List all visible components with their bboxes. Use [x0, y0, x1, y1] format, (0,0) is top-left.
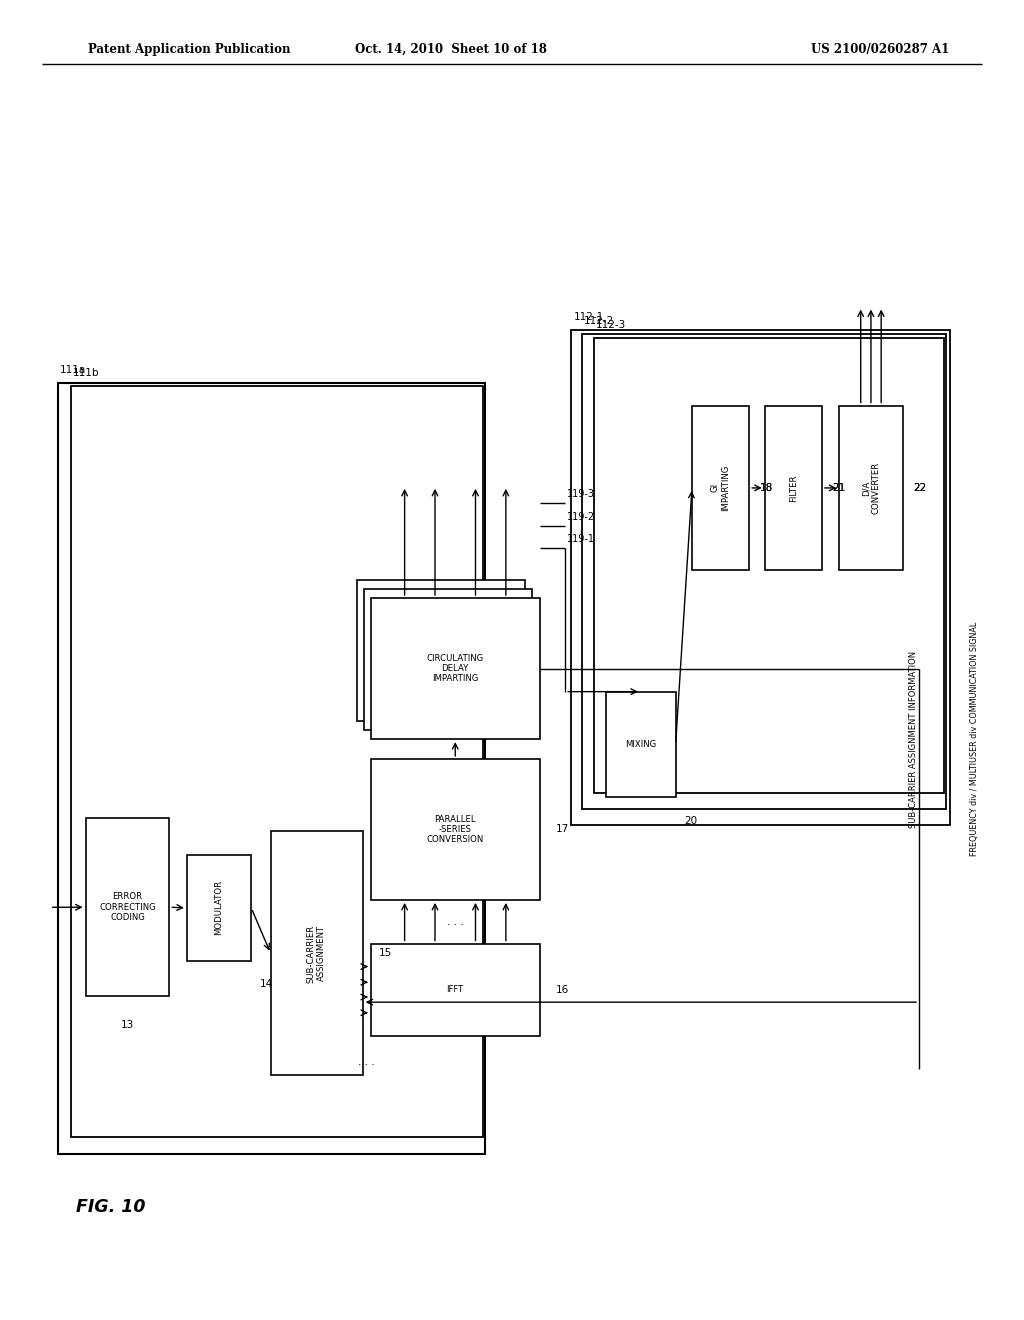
Text: D/A
CONVERTER: D/A CONVERTER	[861, 462, 881, 513]
Bar	[186, 855, 251, 961]
Bar	[606, 692, 676, 797]
Text: MIXING: MIXING	[626, 741, 656, 748]
Bar	[371, 944, 540, 1036]
Text: 17: 17	[556, 825, 569, 834]
Text: 22: 22	[912, 483, 926, 492]
Bar	[356, 579, 525, 721]
Text: 112-3: 112-3	[596, 321, 626, 330]
Text: Patent Application Publication: Patent Application Publication	[88, 44, 290, 55]
Bar	[840, 405, 902, 570]
Text: 112-1: 112-1	[573, 313, 603, 322]
Text: US 2100/0260287 A1: US 2100/0260287 A1	[811, 44, 949, 55]
Text: GI
IMPARTING: GI IMPARTING	[711, 465, 730, 511]
Bar	[86, 818, 169, 997]
Text: 15: 15	[379, 948, 392, 958]
Text: 20: 20	[684, 816, 697, 826]
Text: 111a: 111a	[60, 366, 86, 375]
Text: MODULATOR: MODULATOR	[214, 880, 223, 936]
Text: CIRCULATING
DELAY
IMPARTING: CIRCULATING DELAY IMPARTING	[427, 653, 484, 684]
Text: 18: 18	[760, 483, 773, 492]
Text: ERROR
CORRECTING
CODING: ERROR CORRECTING CODING	[99, 892, 156, 923]
Bar	[582, 334, 945, 809]
Bar	[371, 598, 540, 739]
Text: 111b: 111b	[74, 368, 99, 378]
Text: 21: 21	[833, 483, 846, 492]
Text: 18: 18	[760, 483, 773, 492]
Bar	[371, 759, 540, 900]
Text: FIG. 10: FIG. 10	[77, 1199, 145, 1216]
Text: 119-3: 119-3	[567, 490, 595, 499]
Text: PARALLEL
-SERIES
CONVERSION: PARALLEL -SERIES CONVERSION	[427, 814, 484, 845]
Text: 21: 21	[833, 483, 846, 492]
Text: SUB-CARRIER
ASSIGNMENT: SUB-CARRIER ASSIGNMENT	[307, 924, 327, 982]
Bar	[571, 330, 949, 825]
Bar	[270, 832, 362, 1076]
Text: . . .: . . .	[446, 917, 464, 927]
Text: FILTER: FILTER	[788, 474, 798, 502]
Bar	[58, 383, 485, 1155]
Bar	[692, 405, 750, 570]
Text: 22: 22	[912, 483, 926, 492]
Text: . . .: . . .	[358, 1057, 375, 1067]
Bar	[364, 589, 532, 730]
Text: SUB-CARRIER ASSIGNMENT INFORMATION: SUB-CARRIER ASSIGNMENT INFORMATION	[909, 651, 919, 828]
Text: 119-1: 119-1	[567, 535, 595, 544]
Bar	[765, 405, 822, 570]
Text: 119-2: 119-2	[567, 512, 595, 521]
Bar	[72, 385, 483, 1138]
Text: FREQUENCY div / MULTIUSER div COMMUNICATION SIGNAL: FREQUENCY div / MULTIUSER div COMMUNICAT…	[970, 622, 979, 857]
Text: 13: 13	[121, 1020, 134, 1030]
Text: Oct. 14, 2010  Sheet 10 of 18: Oct. 14, 2010 Sheet 10 of 18	[354, 44, 547, 55]
Text: 16: 16	[556, 985, 569, 995]
Text: 112-2: 112-2	[584, 317, 613, 326]
Text: 14: 14	[259, 979, 272, 990]
Text: IFFT: IFFT	[446, 985, 464, 994]
Bar	[594, 338, 943, 793]
